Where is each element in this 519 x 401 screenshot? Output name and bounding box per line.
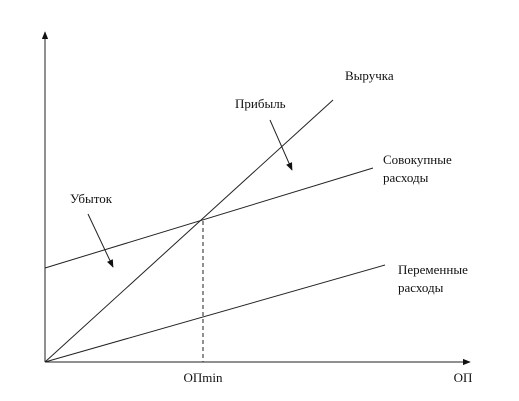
revenue-label: Выручка — [345, 68, 394, 83]
x-axis-label: ОП — [454, 370, 473, 385]
total-costs-line — [44, 167, 374, 269]
loss-arrow — [87, 213, 114, 268]
variable-costs-label: расходы — [398, 280, 444, 295]
total-costs-label: расходы — [383, 170, 429, 185]
loss-label: Убыток — [70, 191, 113, 206]
break-even-label: ОПmin — [184, 370, 224, 385]
variable-costs-line — [44, 264, 386, 363]
variable-costs-label: Переменные — [398, 262, 468, 277]
total-costs-label: Совокупные — [383, 152, 452, 167]
profit-label: Прибыль — [235, 96, 286, 111]
revenue-line — [44, 99, 334, 363]
profit-arrow — [269, 119, 293, 171]
